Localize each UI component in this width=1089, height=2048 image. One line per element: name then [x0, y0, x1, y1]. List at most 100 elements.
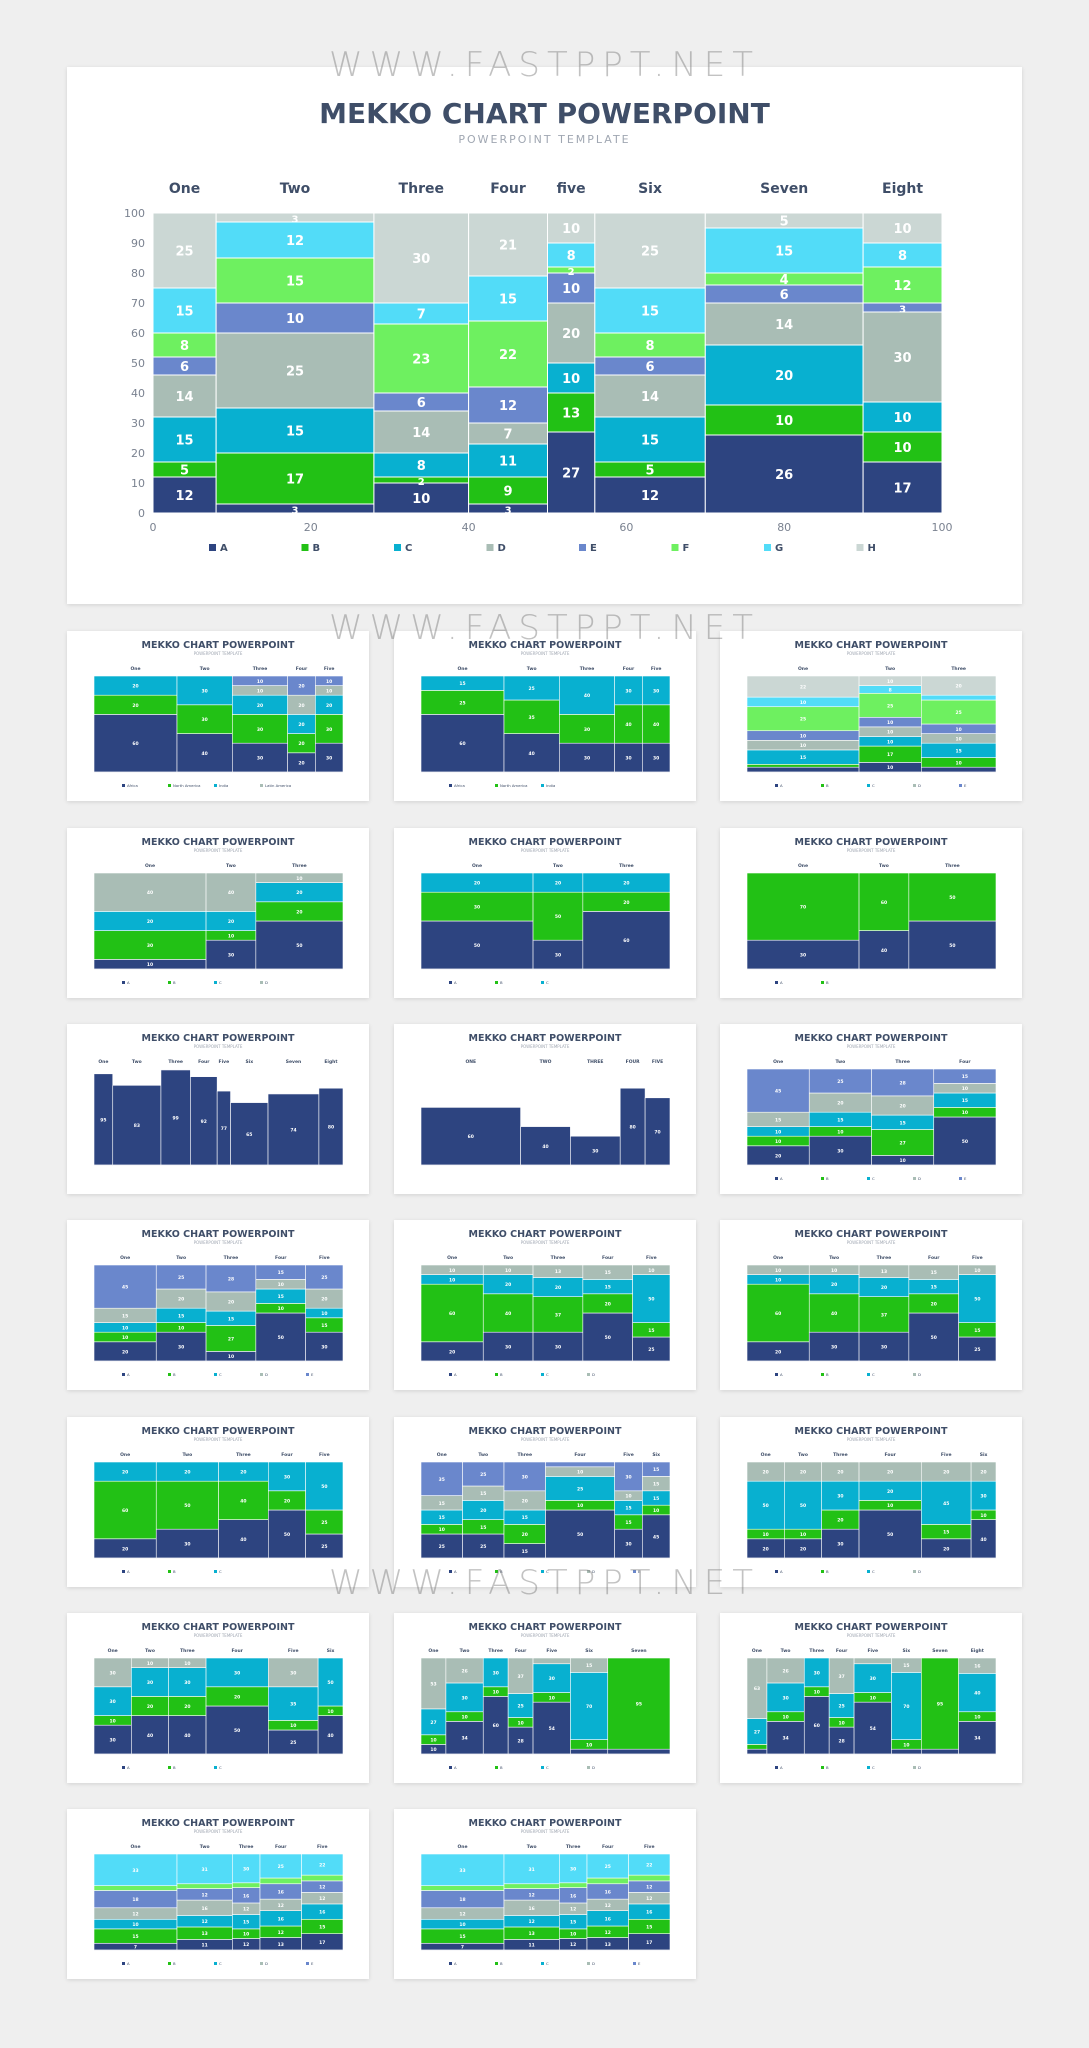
thumb-data-label: 15 — [646, 1924, 652, 1930]
data-label: 25 — [286, 365, 304, 380]
thumb-data-label: 15 — [243, 1920, 249, 1926]
thumbnail-slide[interactable]: MEKKO CHART POWERPOINT POWERPOINT TEMPLAT… — [67, 1024, 369, 1194]
thumbnail-slide[interactable]: MEKKO CHART POWERPOINT POWERPOINT TEMPLAT… — [67, 828, 369, 998]
thumb-legend-swatch — [821, 1177, 824, 1180]
thumb-category-label: Four — [574, 1452, 586, 1458]
thumb-bar-segment — [259, 1853, 302, 1879]
thumb-data-label: 10 — [577, 1503, 583, 1509]
thumb-data-label: 30 — [837, 1542, 843, 1548]
legend-swatch — [856, 544, 864, 551]
thumb-bar-segment — [853, 1657, 892, 1665]
data-label: 25 — [641, 245, 659, 260]
thumb-bar-segment — [607, 1657, 671, 1750]
thumb-legend-label: D — [265, 980, 268, 985]
thumbnail-slide[interactable]: MEKKO CHART POWERPOINT POWERPOINT TEMPLAT… — [720, 1613, 1022, 1783]
thumb-bar-segment — [545, 1476, 615, 1501]
thumbnail-slide[interactable]: MEKKO CHART POWERPOINT POWERPOINT TEMPLAT… — [720, 1220, 1022, 1390]
thumb-data-label: 20 — [605, 1301, 611, 1307]
thumb-data-label: 92 — [201, 1119, 207, 1125]
thumb-data-label: 13 — [529, 1931, 535, 1937]
thumb-legend-swatch — [959, 1177, 962, 1180]
thumbnail-slide[interactable]: MEKKO CHART POWERPOINT POWERPOINT TEMPLAT… — [394, 1417, 696, 1587]
thumb-legend-swatch — [959, 784, 962, 787]
thumb-bar-segment — [93, 1686, 132, 1716]
thumbnail-title: MEKKO CHART POWERPOINT — [795, 1229, 948, 1240]
thumb-bar-segment — [268, 1461, 306, 1492]
thumb-legend-swatch — [214, 1766, 217, 1769]
thumb-data-label: 35 — [290, 1702, 296, 1708]
thumb-category-label: Four — [836, 1648, 848, 1654]
thumb-data-label: 17 — [887, 752, 893, 758]
bar-segment-c — [594, 416, 706, 463]
thumb-bar-segment — [155, 1528, 219, 1559]
thumb-data-label: 25 — [480, 1544, 486, 1550]
thumb-category-label: Five — [319, 1255, 330, 1261]
thumb-data-label: 10 — [461, 1715, 467, 1721]
y-tick-label: 70 — [131, 297, 145, 310]
thumb-data-label: 53 — [430, 1681, 436, 1687]
thumbnail-slide[interactable]: MEKKO CHART POWERPOINT POWERPOINT TEMPLAT… — [67, 1417, 369, 1587]
thumbnail-title: MEKKO CHART POWERPOINT — [795, 640, 948, 651]
thumb-data-label: 12 — [529, 1892, 535, 1898]
thumb-category-label: One — [98, 1059, 108, 1065]
thumb-data-label: 15 — [459, 681, 465, 687]
thumb-data-label: 12 — [570, 1907, 576, 1913]
thumb-data-label: 13 — [278, 1942, 284, 1948]
thumbnail-slide[interactable]: MEKKO CHART POWERPOINT POWERPOINT TEMPLAT… — [67, 1809, 369, 1979]
thumb-legend-label: A — [780, 1569, 783, 1574]
thumbnail-slide[interactable]: MEKKO CHART POWERPOINT POWERPOINT TEMPLAT… — [720, 828, 1022, 998]
data-label: 21 — [499, 239, 517, 254]
thumb-bar-segment — [93, 930, 207, 960]
thumb-data-label: 20 — [147, 1704, 153, 1710]
thumb-bar-segment — [305, 1461, 344, 1511]
thumbnail-slide[interactable]: MEKKO CHART POWERPOINT POWERPOINT TEMPLAT… — [394, 1809, 696, 1979]
legend-label: G — [775, 543, 783, 554]
thumb-bar-segment — [958, 1657, 997, 1674]
thumbnail-slide[interactable]: MEKKO CHART POWERPOINT POWERPOINT TEMPLAT… — [720, 1417, 1022, 1587]
thumb-category-label: TWO — [540, 1059, 552, 1065]
thumbnail-slide[interactable]: MEKKO CHART POWERPOINT POWERPOINT TEMPLAT… — [394, 828, 696, 998]
thumbnail-slide[interactable]: MEKKO CHART POWERPOINT POWERPOINT TEMPLAT… — [720, 1024, 1022, 1194]
data-label: 5 — [646, 464, 655, 479]
thumb-bar-segment — [642, 675, 671, 706]
thumb-data-label: 15 — [648, 1328, 654, 1334]
thumbnail-slide[interactable]: MEKKO CHART POWERPOINT POWERPOINT TEMPLAT… — [394, 1024, 696, 1194]
thumbnail-slide[interactable]: MEKKO CHART POWERPOINT POWERPOINT TEMPLAT… — [394, 631, 696, 801]
bar-segment-e — [547, 272, 596, 304]
thumb-legend-label: C — [219, 1372, 222, 1377]
thumbnail-slide[interactable]: MEKKO CHART POWERPOINT POWERPOINT TEMPLAT… — [67, 1613, 369, 1783]
thumbnail-slide[interactable]: MEKKO CHART POWERPOINT POWERPOINT TEMPLAT… — [394, 1220, 696, 1390]
thumb-data-label: 40 — [147, 890, 153, 896]
thumb-legend-label: Africa — [127, 783, 138, 788]
thumbnail-slide[interactable]: MEKKO CHART POWERPOINT POWERPOINT TEMPLAT… — [720, 631, 1022, 801]
thumb-legend-swatch — [260, 1373, 263, 1376]
main-title: MEKKO CHART POWERPOINT — [319, 97, 770, 130]
y-tick-label: 50 — [131, 357, 145, 370]
thumb-data-label: 37 — [881, 1312, 887, 1318]
thumb-category-label: Five — [546, 1648, 557, 1654]
thumbnail-slide[interactable]: MEKKO CHART POWERPOINT POWERPOINT TEMPLAT… — [67, 631, 369, 801]
thumb-category-label: Three — [239, 1844, 254, 1850]
thumb-bar-segment — [268, 1686, 319, 1721]
thumb-category-label: Seven — [932, 1648, 947, 1654]
data-label: 15 — [176, 434, 194, 449]
thumbnail-slide[interactable]: MEKKO CHART POWERPOINT POWERPOINT TEMPLAT… — [394, 1613, 696, 1783]
thumb-data-label: 20 — [837, 1101, 843, 1107]
thumbnail-title: MEKKO CHART POWERPOINT — [142, 1818, 295, 1829]
thumbnail-slide[interactable]: MEKKO CHART POWERPOINT POWERPOINT TEMPLAT… — [67, 1220, 369, 1390]
thumb-data-label: 17 — [319, 1940, 325, 1946]
thumb-category-label: Five — [941, 1452, 952, 1458]
thumb-data-label: 10 — [439, 1527, 445, 1533]
thumb-data-label: 33 — [459, 1868, 465, 1874]
thumb-legend-label: B — [500, 1961, 503, 1966]
data-label: 9 — [504, 485, 513, 500]
thumb-data-label: 16 — [278, 1916, 284, 1922]
thumb-data-label: 30 — [474, 905, 480, 911]
thumb-category-label: Two — [553, 863, 563, 869]
thumb-data-label: 20 — [228, 919, 234, 925]
thumb-category-label: Two — [798, 1452, 808, 1458]
thumb-legend-label: B — [500, 980, 503, 985]
thumb-bar-segment — [921, 1748, 959, 1755]
thumbnail-subtitle: POWERPOINT TEMPLATE — [847, 1240, 896, 1245]
